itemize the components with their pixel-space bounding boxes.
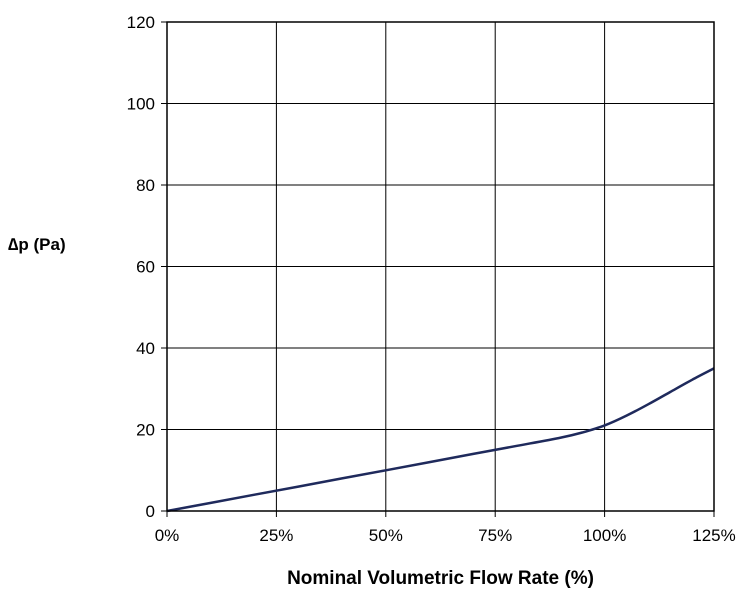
x-tick-label: 0% <box>155 526 180 545</box>
y-tick-label: 0 <box>146 502 155 521</box>
y-tick-label: 60 <box>136 258 155 277</box>
grid <box>161 21 715 517</box>
y-tick-label: 100 <box>127 95 155 114</box>
series-group <box>166 367 715 513</box>
x-tick-label: 25% <box>259 526 293 545</box>
y-tick-label: 40 <box>136 339 155 358</box>
x-tick-label: 100% <box>583 526 626 545</box>
plot-frame <box>166 21 715 512</box>
y-axis-label: ∆p (Pa) <box>8 235 66 254</box>
y-tick-labels: 0 20 40 60 80 100 120 <box>127 13 155 521</box>
y-tick-label: 20 <box>136 421 155 440</box>
x-tick-label: 125% <box>692 526 735 545</box>
y-tick-label: 80 <box>136 176 155 195</box>
x-tick-label: 75% <box>478 526 512 545</box>
y-tick-label: 120 <box>127 13 155 32</box>
x-axis-label: Nominal Volumetric Flow Rate (%) <box>287 568 594 589</box>
x-tick-labels: 0% 25% 50% 75% 100% 125% <box>155 526 736 545</box>
x-tick-label: 50% <box>369 526 403 545</box>
series-line <box>166 367 715 513</box>
